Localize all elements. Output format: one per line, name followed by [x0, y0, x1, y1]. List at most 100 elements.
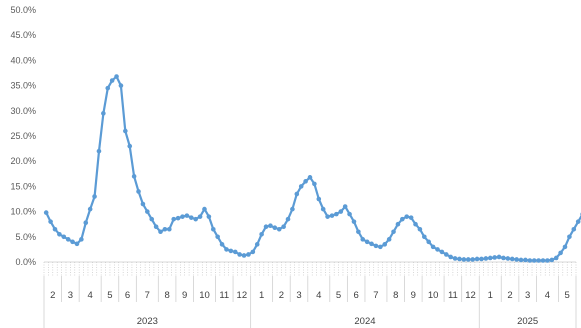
data-point: [483, 256, 489, 261]
x-tick-label: 8: [164, 290, 169, 301]
data-point: [105, 85, 111, 91]
data-point: [523, 257, 528, 263]
data-point: [334, 211, 339, 217]
x-tick-label: 9: [411, 290, 416, 301]
data-point: [536, 258, 541, 263]
data-point: [303, 179, 308, 184]
data-point: [241, 253, 247, 258]
data-point: [373, 243, 379, 249]
data-point: [553, 255, 559, 261]
data-point: [188, 215, 194, 220]
y-tick-label: 45.0%: [10, 30, 36, 40]
x-tick-label: 6: [354, 290, 359, 301]
x-tick-label: 8: [393, 290, 398, 301]
data-point: [457, 256, 462, 262]
data-point: [567, 234, 572, 240]
data-point: [237, 252, 242, 257]
x-tick-label: 2: [279, 290, 284, 301]
data-point: [527, 258, 533, 263]
data-point: [43, 210, 49, 215]
data-point: [127, 143, 133, 149]
data-point: [386, 237, 392, 242]
data-point: [250, 249, 256, 255]
data-point: [487, 255, 493, 261]
data-point: [347, 211, 352, 217]
data-point: [83, 220, 89, 225]
data-point: [549, 257, 555, 263]
y-tick-label: 50.0%: [10, 5, 36, 15]
data-point: [210, 226, 216, 232]
data-point: [351, 219, 357, 224]
data-point: [408, 215, 414, 220]
data-point: [369, 241, 374, 247]
data-point: [109, 78, 115, 83]
data-point: [74, 241, 80, 247]
x-tick-label: 2: [50, 290, 55, 301]
data-point: [461, 257, 467, 262]
data-point: [364, 239, 370, 245]
x-tick-label: 3: [68, 290, 73, 301]
data-point: [294, 191, 300, 197]
data-point: [131, 174, 137, 179]
data-point: [413, 221, 418, 227]
x-tick-label: 4: [545, 290, 550, 301]
data-point: [430, 244, 436, 250]
data-point: [400, 216, 405, 222]
data-point: [470, 257, 475, 262]
x-tick-label: 1: [259, 290, 264, 301]
x-tick-label: 11: [448, 290, 458, 301]
data-point: [426, 239, 432, 245]
data-point: [509, 256, 515, 262]
x-tick-label: 6: [125, 290, 130, 301]
y-tick-label: 35.0%: [10, 81, 36, 91]
data-point: [61, 234, 67, 240]
x-tick-label: 5: [565, 290, 570, 301]
data-point: [391, 229, 396, 235]
data-point: [171, 216, 177, 222]
data-point: [272, 225, 278, 231]
data-point: [329, 213, 335, 218]
data-point: [70, 239, 75, 245]
data-point: [228, 248, 234, 254]
data-point: [162, 226, 168, 232]
data-point: [184, 213, 190, 218]
data-point: [92, 194, 97, 199]
data-point: [285, 216, 291, 222]
data-point: [316, 196, 322, 202]
x-tick-label: 10: [428, 290, 439, 301]
data-point: [545, 258, 550, 263]
data-point: [153, 224, 159, 230]
data-point: [206, 214, 212, 219]
data-point: [465, 257, 471, 262]
data-point: [276, 226, 282, 232]
data-point: [145, 209, 150, 214]
data-point: [562, 244, 568, 250]
data-point: [378, 244, 383, 250]
data-point: [167, 226, 172, 232]
data-point: [219, 242, 225, 247]
data-point: [175, 215, 181, 221]
data-point: [575, 219, 581, 224]
data-point: [246, 252, 251, 257]
y-tick-label: 30.0%: [10, 106, 36, 116]
data-point: [48, 219, 53, 224]
data-point: [422, 234, 427, 240]
y-tick-label: 0.0%: [15, 257, 36, 267]
data-point: [193, 216, 198, 222]
data-point: [439, 249, 445, 255]
series-group: [43, 74, 581, 263]
data-point: [325, 214, 330, 219]
data-point: [417, 226, 423, 232]
data-point: [435, 247, 440, 252]
x-tick-label: 7: [373, 290, 378, 301]
data-point: [395, 221, 401, 227]
data-point: [281, 224, 286, 230]
data-point: [540, 258, 546, 263]
x-tick-label: 3: [525, 290, 530, 301]
data-point: [342, 204, 348, 209]
data-point: [448, 254, 453, 260]
data-point: [558, 250, 563, 256]
x-tick-label: 12: [465, 290, 476, 301]
x-tick-label: 3: [296, 290, 301, 301]
